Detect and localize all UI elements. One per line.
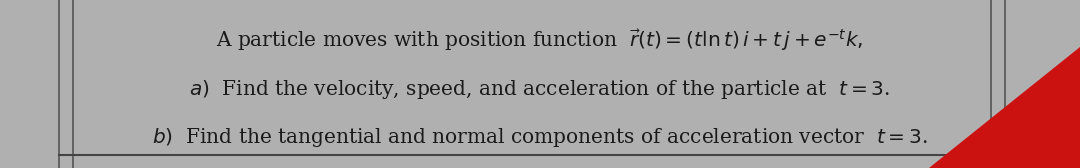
Text: A particle moves with position function  $\vec{r}(t) = (t\ln t)\,i +t\,j+ e^{-t}: A particle moves with position function … (216, 27, 864, 53)
Text: $a)$  Find the velocity, speed, and acceleration of the particle at  $t = 3$.: $a)$ Find the velocity, speed, and accel… (189, 78, 891, 100)
Text: $b)$  Find the tangential and normal components of acceleration vector  $t = 3$.: $b)$ Find the tangential and normal comp… (152, 126, 928, 149)
Polygon shape (929, 47, 1080, 168)
